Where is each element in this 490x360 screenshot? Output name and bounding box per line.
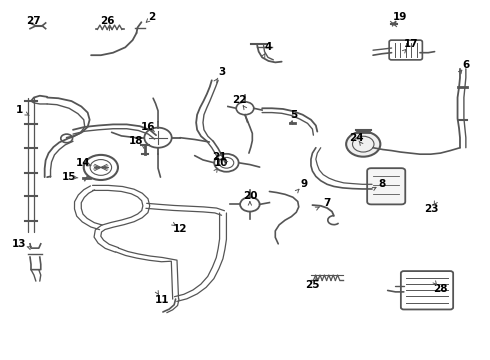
Text: 13: 13	[12, 239, 26, 249]
Text: 23: 23	[424, 204, 439, 215]
FancyBboxPatch shape	[367, 168, 405, 204]
Text: 16: 16	[141, 122, 155, 132]
Text: 9: 9	[300, 179, 307, 189]
Circle shape	[346, 132, 380, 157]
Text: 26: 26	[100, 17, 115, 27]
Text: 21: 21	[212, 152, 227, 162]
Text: 28: 28	[433, 284, 448, 294]
Text: 15: 15	[62, 172, 76, 182]
Text: 20: 20	[243, 191, 257, 201]
Text: 11: 11	[155, 295, 169, 305]
Text: 7: 7	[323, 198, 331, 208]
Text: 10: 10	[214, 158, 229, 168]
Text: 25: 25	[305, 280, 319, 290]
Text: 8: 8	[378, 179, 386, 189]
Text: 19: 19	[393, 12, 408, 22]
Text: 1: 1	[16, 105, 23, 115]
Text: 2: 2	[148, 12, 156, 22]
Text: 24: 24	[349, 133, 364, 143]
Text: 22: 22	[232, 95, 246, 105]
Text: 17: 17	[404, 40, 418, 49]
Text: 6: 6	[462, 60, 469, 70]
Text: 14: 14	[75, 158, 90, 168]
Text: 18: 18	[129, 136, 144, 146]
Text: 27: 27	[26, 17, 41, 27]
Text: 12: 12	[173, 225, 188, 234]
Text: 3: 3	[218, 67, 225, 77]
Text: 4: 4	[265, 42, 272, 52]
Text: 5: 5	[290, 111, 297, 121]
